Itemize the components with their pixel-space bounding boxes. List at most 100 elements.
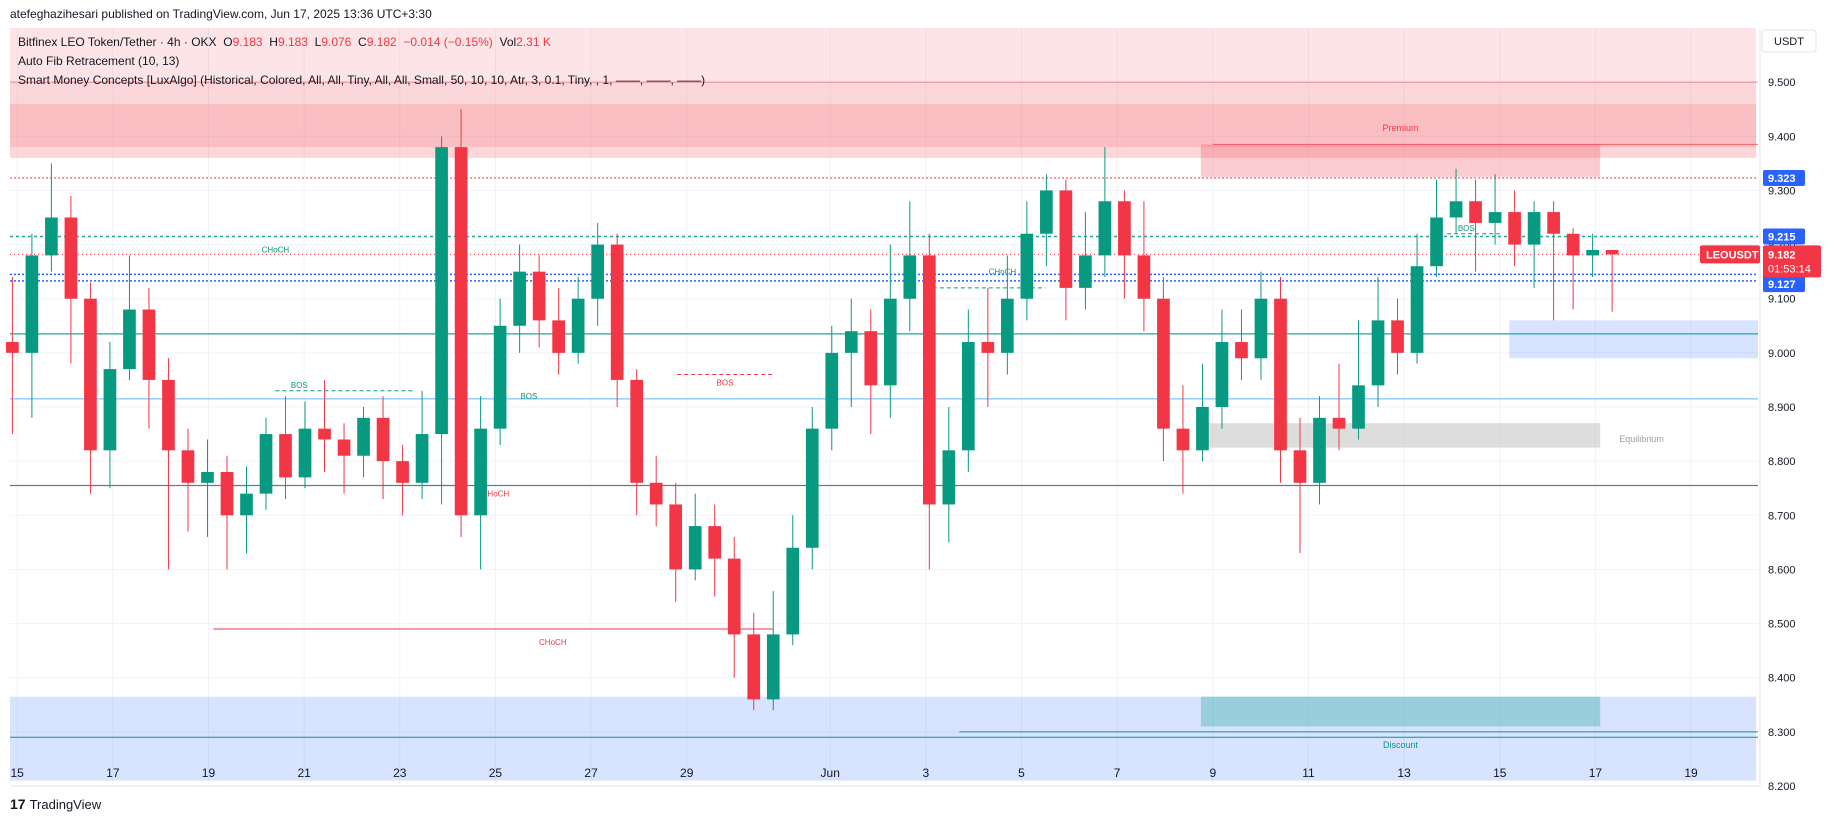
- price-tick-label: 8.400: [1768, 673, 1796, 685]
- candle-body: [844, 331, 858, 353]
- candle-body: [493, 325, 507, 429]
- published-text: published on TradingView.com, Jun 17, 20…: [101, 7, 432, 21]
- price-tick-label: 9.100: [1768, 294, 1796, 306]
- candle-body: [279, 434, 292, 478]
- candle: [1391, 298, 1404, 375]
- candle-body: [1254, 298, 1268, 359]
- author-name[interactable]: atefeghazihesari: [10, 7, 99, 21]
- candle-body: [708, 526, 722, 559]
- candle: [240, 466, 253, 554]
- candle-body: [162, 379, 175, 451]
- candle: [357, 407, 370, 478]
- candle-body: [142, 309, 156, 380]
- candle: [766, 591, 780, 711]
- tradingview-footer[interactable]: 17 TradingView: [10, 796, 101, 812]
- candle-body: [1449, 201, 1463, 218]
- structure-label: CHoCH: [539, 638, 567, 647]
- candle-body: [825, 352, 839, 429]
- premium-label: Premium: [1383, 123, 1419, 133]
- candle: [1566, 228, 1580, 310]
- candle-body: [396, 461, 409, 483]
- candle: [1098, 147, 1112, 278]
- candle-body: [766, 634, 780, 700]
- time-tick-label: 19: [202, 766, 216, 780]
- volume-value: 2.31 K: [516, 35, 551, 49]
- candle: [45, 163, 58, 272]
- candle-body: [25, 255, 39, 353]
- candle-body: [786, 547, 800, 635]
- candle-body: [1488, 212, 1502, 223]
- candle-body: [318, 428, 331, 440]
- candle-body: [571, 298, 585, 353]
- candle: [1410, 233, 1424, 364]
- candle-body: [532, 271, 546, 321]
- candle-body: [1215, 342, 1229, 407]
- indicator-auto-fib[interactable]: Auto Fib Retracement (10, 13): [18, 54, 180, 68]
- candle: [259, 417, 273, 510]
- current-price-label: 9.182: [1768, 249, 1796, 261]
- candle: [1508, 190, 1521, 267]
- time-tick-label: 15: [1493, 766, 1507, 780]
- candle: [1196, 363, 1209, 462]
- candle: [942, 407, 956, 543]
- candle: [805, 407, 819, 570]
- close-value: 9.182: [366, 35, 397, 49]
- candle: [1430, 179, 1443, 278]
- candle: [591, 222, 605, 326]
- change-value: −0.014 (−0.15%): [403, 35, 493, 49]
- candle-body: [6, 342, 19, 353]
- price-label-box: [1763, 169, 1805, 186]
- high-value: 9.183: [277, 35, 308, 49]
- candle: [1371, 277, 1385, 407]
- candle: [903, 201, 917, 332]
- candle: [1586, 233, 1599, 278]
- candle-body: [1040, 190, 1053, 234]
- time-tick-label: 7: [1114, 766, 1121, 780]
- time-tick-label: 11: [1302, 766, 1315, 780]
- price-tick-label: 8.300: [1768, 727, 1796, 739]
- indicator-smc[interactable]: Smart Money Concepts [LuxAlgo] (Historic…: [18, 73, 706, 87]
- time-tick-label: 21: [297, 766, 311, 780]
- candle-countdown: 01:53:14: [1768, 263, 1811, 275]
- candle-body: [1391, 320, 1404, 353]
- time-tick-label: 17: [1589, 766, 1603, 780]
- low-value: 9.076: [321, 35, 352, 49]
- candle: [571, 277, 585, 364]
- candle: [103, 342, 117, 489]
- candle-body: [45, 217, 58, 256]
- candle: [1020, 201, 1034, 321]
- tradingview-logo-icon: 17: [10, 796, 26, 812]
- premium-band: [10, 82, 1756, 158]
- candle-body: [123, 309, 136, 370]
- candle: [1488, 174, 1502, 245]
- candle-body: [922, 255, 936, 505]
- symbol-legend-row[interactable]: Bitfinex LEO Token/Tether · 4h · OKX O9.…: [18, 33, 705, 52]
- candle: [1235, 309, 1248, 380]
- brand-name: TradingView: [29, 796, 102, 812]
- discount-band: [10, 696, 1756, 781]
- candle-body: [201, 471, 214, 483]
- price-tick-label: 9.400: [1768, 131, 1796, 143]
- candle-body: [630, 379, 644, 483]
- candle: [142, 287, 156, 429]
- candle: [610, 233, 624, 407]
- structure-label: BOS: [717, 378, 734, 387]
- time-tick-label: 23: [393, 766, 407, 780]
- chart-legend: Bitfinex LEO Token/Tether · 4h · OKX O9.…: [18, 33, 705, 90]
- candle: [1313, 396, 1326, 505]
- candle: [513, 244, 526, 353]
- low-label: L: [314, 35, 322, 49]
- price-label: 9.323: [1768, 173, 1796, 185]
- candle: [1605, 249, 1619, 312]
- close-label: C: [358, 35, 367, 49]
- candle-body: [688, 526, 702, 570]
- candle-body: [669, 504, 683, 570]
- candle: [1118, 190, 1131, 299]
- high-label: H: [269, 35, 278, 49]
- candle-body: [1137, 255, 1151, 299]
- open-value: 9.183: [232, 35, 263, 49]
- structure-label: BOS: [1458, 224, 1475, 233]
- price-label-box: [1763, 228, 1805, 245]
- candle-body: [1020, 233, 1034, 299]
